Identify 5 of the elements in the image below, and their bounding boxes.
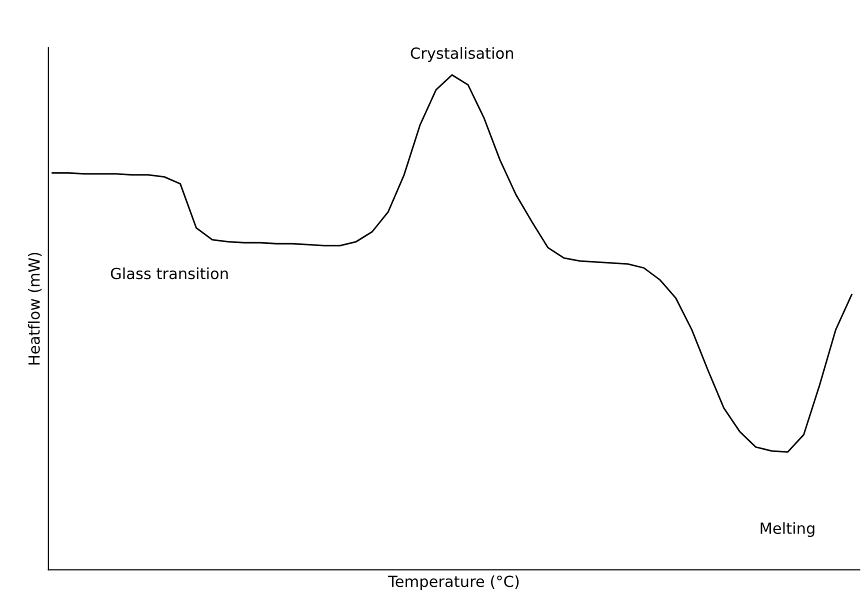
text: Crystalisation: [410, 47, 514, 62]
y-axis-title: Heatflow (mW): [28, 252, 42, 364]
annotation: Glass transition: [110, 267, 228, 280]
annotation: Melting: [760, 522, 814, 537]
x-axis-title: Temperature (°C): [388, 575, 519, 590]
